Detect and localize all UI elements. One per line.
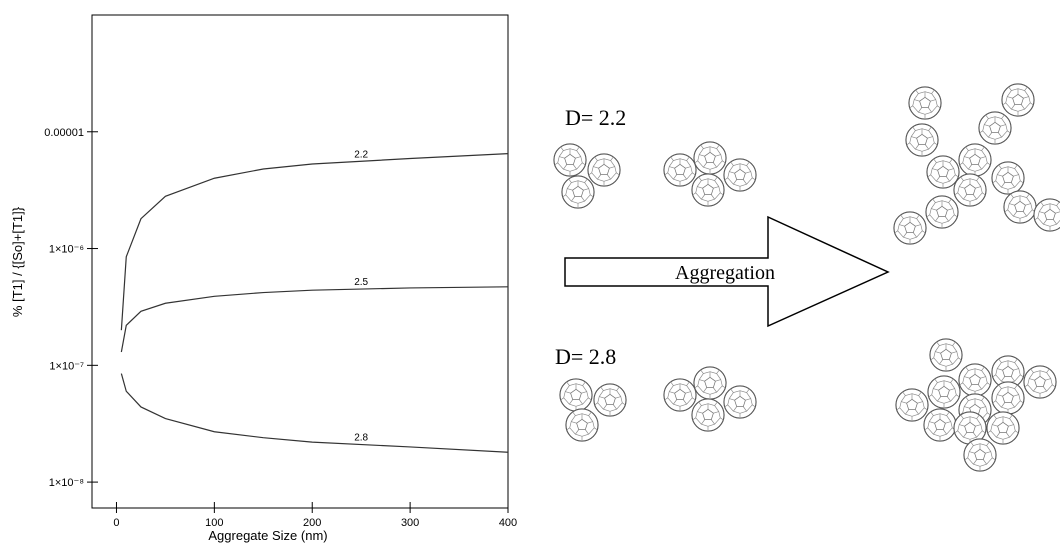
fullerene	[663, 153, 697, 187]
fullerene	[587, 153, 621, 187]
line-label: 2.8	[354, 433, 368, 444]
fullerene	[895, 388, 929, 422]
fullerene	[693, 366, 727, 400]
fullerene	[1023, 365, 1057, 399]
y-tick-label: 1×10⁻⁸	[49, 477, 84, 489]
x-tick-label: 200	[303, 517, 321, 529]
fullerene	[1001, 83, 1035, 117]
series-line	[120, 286, 509, 353]
fullerene	[561, 175, 595, 209]
series-line	[120, 153, 509, 331]
fullerene	[925, 195, 959, 229]
y-tick-label: 0.00001	[44, 127, 84, 139]
y-tick-label: 1×10⁻⁶	[49, 244, 84, 256]
fullerene	[905, 123, 939, 157]
fullerene	[929, 338, 963, 372]
fullerene	[723, 158, 757, 192]
d-label: D= 2.8	[555, 344, 616, 369]
aggregation-arrow	[564, 215, 890, 328]
fullerene	[958, 143, 992, 177]
y-axis-label: % [T1] / {[So]+[T1]}	[10, 206, 25, 317]
x-tick-label: 400	[499, 517, 517, 529]
line-label: 2.5	[354, 277, 368, 288]
fullerene	[991, 381, 1025, 415]
fullerene	[553, 143, 587, 177]
arrow-label: Aggregation	[675, 262, 775, 284]
fullerene	[593, 383, 627, 417]
fullerene	[986, 411, 1020, 445]
x-tick-label: 0	[113, 517, 119, 529]
fullerene	[565, 408, 599, 442]
x-tick-label: 300	[401, 517, 419, 529]
line-label: 2.2	[354, 149, 368, 160]
fullerene	[926, 155, 960, 189]
fullerene	[1003, 190, 1037, 224]
fullerene	[1033, 198, 1060, 232]
fullerene	[691, 398, 725, 432]
series-line	[120, 373, 509, 453]
fullerene	[691, 173, 725, 207]
fullerene	[958, 363, 992, 397]
fullerene	[559, 378, 593, 412]
d-label: D= 2.2	[565, 105, 626, 130]
fullerene	[908, 86, 942, 120]
fullerene	[663, 378, 697, 412]
fullerene	[923, 408, 957, 442]
x-tick-label: 100	[205, 517, 223, 529]
fullerene	[978, 111, 1012, 145]
fullerene	[963, 438, 997, 472]
plot-frame	[91, 14, 509, 509]
x-axis-label: Aggregate Size (nm)	[208, 528, 327, 543]
y-tick-label: 1×10⁻⁷	[49, 360, 84, 372]
fullerene	[693, 141, 727, 175]
fullerene	[927, 375, 961, 409]
fullerene	[893, 211, 927, 245]
fullerene	[991, 161, 1025, 195]
fullerene	[953, 173, 987, 207]
fullerene	[723, 385, 757, 419]
